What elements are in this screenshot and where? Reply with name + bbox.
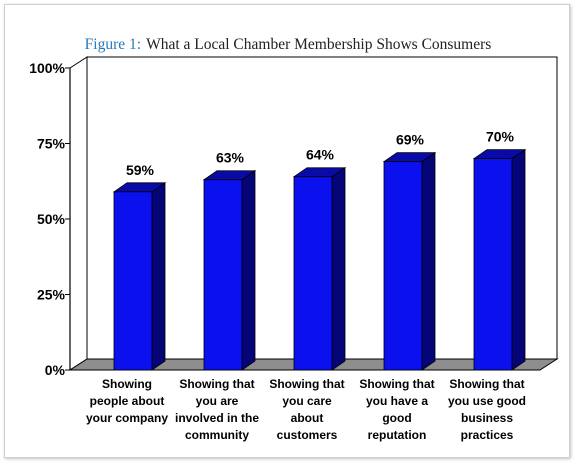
bar bbox=[383, 161, 423, 371]
y-tick-label: 50% bbox=[37, 211, 66, 227]
category-label-line: practices bbox=[461, 428, 514, 442]
bar-side bbox=[151, 182, 166, 371]
category-label-line: you use good bbox=[448, 394, 526, 408]
category-label: Showing that you care about customers bbox=[269, 377, 344, 442]
category-label-line: community bbox=[185, 428, 249, 442]
category-label-line: you are bbox=[196, 394, 239, 408]
data-label: 64% bbox=[306, 147, 335, 163]
bar bbox=[203, 179, 243, 371]
bar bbox=[473, 158, 513, 371]
category-label-line: about bbox=[291, 411, 324, 425]
y-tick-label: 75% bbox=[37, 136, 66, 152]
category-label-line: Showing bbox=[102, 377, 152, 391]
chart-title-prefix: Figure 1: bbox=[85, 36, 141, 53]
bar bbox=[293, 176, 333, 371]
data-label: 70% bbox=[486, 129, 515, 145]
category-label-line: Showing that bbox=[449, 377, 524, 391]
category-label-line: you care bbox=[282, 394, 332, 408]
bar bbox=[113, 191, 153, 371]
category-label-line: reputation bbox=[368, 428, 427, 442]
category-label-line: your company bbox=[86, 411, 168, 425]
category-label: Showing people about your company bbox=[86, 377, 168, 425]
category-label-line: involved in the bbox=[175, 411, 259, 425]
category-label-line: you have a bbox=[366, 394, 428, 408]
plot-side-wall bbox=[69, 56, 88, 371]
bar-side bbox=[241, 169, 256, 371]
category-label-line: Showing that bbox=[179, 377, 254, 391]
bar-side bbox=[331, 166, 346, 371]
category-label: Showing that you use good business practice… bbox=[448, 377, 526, 442]
bar-side bbox=[421, 151, 436, 371]
category-label-line: Showing that bbox=[269, 377, 344, 391]
chart-title-text: What a Local Chamber Membership Shows Co… bbox=[146, 36, 491, 53]
y-tick-label: 100% bbox=[29, 60, 65, 76]
category-label-line: good bbox=[382, 411, 411, 425]
data-label: 63% bbox=[216, 150, 245, 166]
data-label: 69% bbox=[396, 132, 425, 148]
data-label: 59% bbox=[126, 162, 155, 178]
category-label-line: Showing that bbox=[359, 377, 434, 391]
category-label: Showing that you are involved in the commun… bbox=[175, 377, 259, 442]
y-tick-label: 0% bbox=[45, 362, 66, 378]
category-label-line: customers bbox=[277, 428, 338, 442]
y-tick-label: 25% bbox=[37, 287, 66, 303]
chart-title: Figure 1: What a Local Chamber Membership… bbox=[85, 36, 492, 53]
category-label-line: people about bbox=[90, 394, 165, 408]
category-label-line: business bbox=[461, 411, 513, 425]
category-label: Showing that you have a good reputation bbox=[359, 377, 434, 442]
bar-side bbox=[511, 148, 526, 371]
